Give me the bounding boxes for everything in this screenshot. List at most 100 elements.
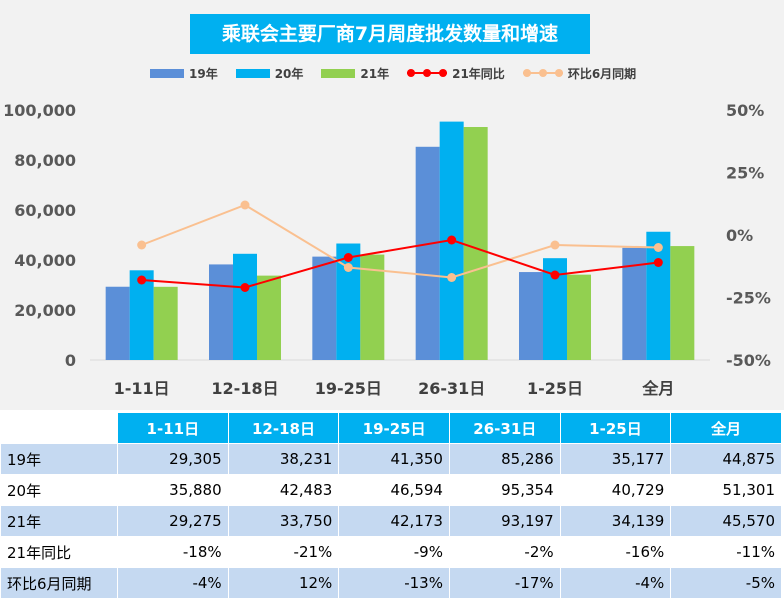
line-point [550,240,560,250]
row-label: 环比6月同期 [0,567,118,599]
bar [209,264,233,360]
legend: 19年 20年 21年 21年同比 环比6月 [150,62,636,84]
legend-label-21: 21年 [360,66,390,81]
table-cell: -4% [117,567,229,599]
legend-swatch-yoy [407,67,448,79]
table-cell: 45,570 [670,505,782,537]
row-label: 20年 [0,474,118,506]
bar [567,274,591,360]
chart-title: 乘联会主要厂商7月周度批发数量和增速 [190,14,590,54]
legend-swatch-20 [235,68,270,78]
bar [670,246,695,360]
bar [519,272,543,360]
line-point [343,253,353,262]
table-cell: -2% [448,536,561,568]
bar [312,256,337,360]
y2-tick-label: -50% [726,351,771,370]
y-tick-label: 40,000 [14,251,76,270]
series-line [141,238,659,289]
line-point [240,283,250,292]
bar [129,270,154,360]
table-cell: 51,301 [670,474,782,506]
line-point [447,235,457,245]
x-tick-label: 1-11日 [114,379,170,398]
table-cell: -17% [448,567,561,599]
table-cell: 29,305 [117,443,229,475]
legend-label-mom: 环比6月同期 [567,66,637,81]
table-cell: -4% [559,567,672,599]
y-tick-label: 20,000 [14,301,76,320]
table-row: 环比6月同期 -4% 12% -13% -17% -4% -5% [0,567,782,599]
y2-tick-label: 25% [726,164,764,183]
table-cell: -11% [670,536,782,568]
line-point [343,263,353,272]
line-point [447,273,457,282]
table-cell: 44,875 [670,443,782,475]
table-cell: -18% [117,536,229,568]
table-cell: 12% [227,567,340,599]
bar [360,254,385,360]
table-cell: 35,177 [559,443,672,475]
line-point [137,275,147,285]
row-label: 21年 [0,505,118,537]
table-row: 20年 35,880 42,483 46,594 95,354 40,729 5… [0,474,782,506]
bar [105,286,130,360]
bar [233,253,257,360]
y2-tick-label: -25% [726,289,771,308]
legend-label-20: 20年 [274,66,304,81]
table-header-cell: 全月 [670,412,782,444]
x-tick-label: 全月 [641,379,674,398]
line-point [137,240,147,250]
legend-swatch-mom [522,67,563,79]
table-cell: 40,729 [559,474,672,506]
legend-item-19: 19年 [150,65,218,82]
chart-area: 0 20,000 40,000 60,000 80,000 100,000 -50% -25%… [0,0,784,410]
table-header-row: 1-11日 12-18日 19-25日 26-31日 1-25日 全月 [0,412,782,444]
y-tick-label: 60,000 [14,201,76,220]
table-row: 21年同比 -18% -21% -9% -2% -16% -11% [0,536,782,568]
y-tick-label: 0 [65,351,76,370]
legend-item-yoy: 21年同比 [407,65,505,82]
row-label: 21年同比 [0,536,118,568]
table-header-cell: 12-18日 [227,412,340,444]
table-header-cell: 1-25日 [559,412,672,444]
legend-label-19: 19年 [189,66,218,81]
legend-item-20: 20年 [235,65,304,82]
table-cell: 33,750 [227,505,340,537]
table-corner [0,412,118,444]
legend-swatch-19 [150,68,184,78]
table-cell: -21% [227,536,340,568]
table-header-cell: 19-25日 [338,412,450,444]
table-header-cell: 1-11日 [117,412,229,444]
legend-item-21: 21年 [321,65,389,82]
table-cell: -16% [559,536,672,568]
line-point [653,243,663,252]
bar [646,231,671,360]
table-row: 21年 29,275 33,750 42,173 93,197 34,139 4… [0,505,782,537]
y-tick-label: 80,000 [14,151,76,170]
bar [463,127,488,360]
table-cell: 41,350 [338,443,450,475]
table-cell: 34,139 [559,505,672,537]
row-label: 19年 [0,443,118,475]
legend-swatch-21 [321,68,356,78]
table-cell: 95,354 [448,474,561,506]
legend-item-mom: 环比6月同期 [522,65,637,82]
y2-tick-label: 0% [726,226,753,245]
x-tick-label: 12-18日 [211,379,278,398]
line-point [550,270,560,280]
table-row: 19年 29,305 38,231 41,350 85,286 35,177 4… [0,443,782,475]
data-table: 1-11日 12-18日 19-25日 26-31日 1-25日 全月 19年 … [0,412,782,599]
table-header-cell: 26-31日 [448,412,561,444]
y-tick-label: 100,000 [3,101,76,120]
table-cell: 35,880 [117,474,229,506]
series-line [141,203,659,279]
y2-tick-label: 50% [726,101,764,120]
legend-label-yoy: 21年同比 [452,66,505,81]
table-cell: -13% [338,567,450,599]
x-tick-label: 26-31日 [418,379,485,398]
x-tick-label: 1-25日 [527,379,583,398]
bar [153,286,178,360]
table-cell: 42,483 [227,474,340,506]
line-point [653,258,663,267]
